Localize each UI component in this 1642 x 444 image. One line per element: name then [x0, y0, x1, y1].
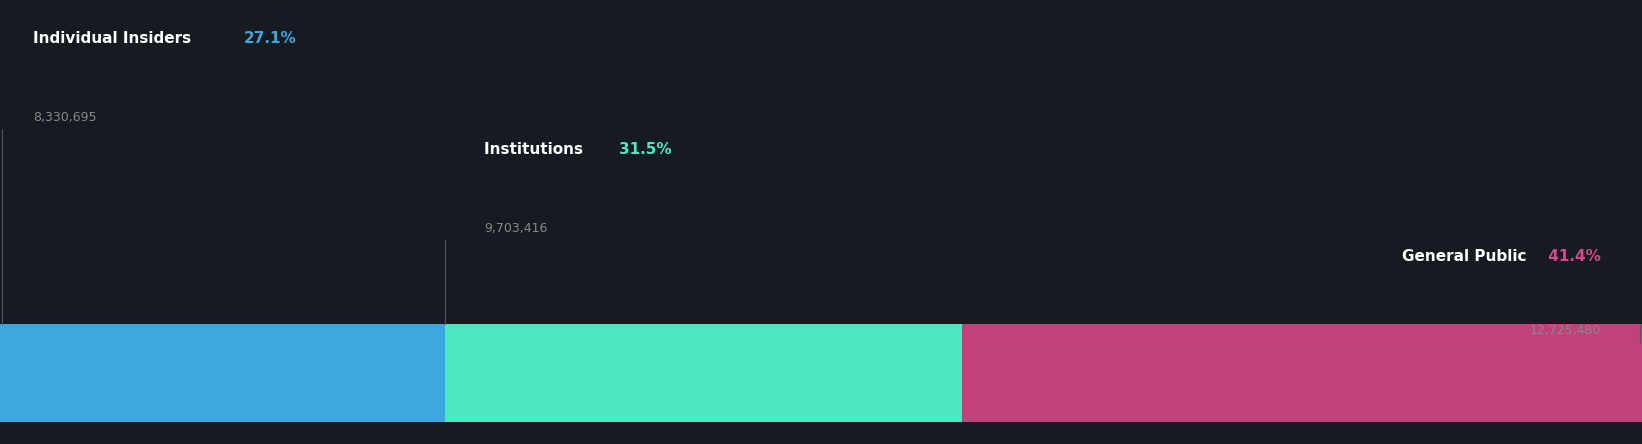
- Text: 27.1%: 27.1%: [243, 31, 297, 46]
- Bar: [0, 324, 445, 422]
- Text: 12,725,480: 12,725,480: [1529, 324, 1601, 337]
- Text: General Public: General Public: [1402, 249, 1527, 264]
- Text: 41.4%: 41.4%: [1543, 249, 1601, 264]
- Text: 9,703,416: 9,703,416: [484, 222, 548, 235]
- Text: 31.5%: 31.5%: [619, 142, 672, 157]
- Text: Institutions: Institutions: [484, 142, 588, 157]
- Text: 8,330,695: 8,330,695: [33, 111, 97, 124]
- Bar: [445, 324, 962, 422]
- Bar: [962, 324, 1642, 422]
- Text: Individual Insiders: Individual Insiders: [33, 31, 195, 46]
